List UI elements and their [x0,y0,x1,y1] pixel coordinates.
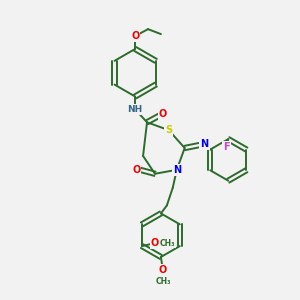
Text: O: O [151,238,159,248]
Text: O: O [132,165,140,175]
Text: CH₃: CH₃ [155,277,171,286]
Text: CH₃: CH₃ [160,238,176,247]
Text: F: F [223,142,230,152]
Text: NH: NH [128,105,143,114]
Text: N: N [200,139,208,149]
Text: S: S [165,125,172,135]
Text: O: O [131,31,139,41]
Text: O: O [159,109,167,119]
Text: N: N [173,165,181,175]
Text: O: O [159,265,167,275]
